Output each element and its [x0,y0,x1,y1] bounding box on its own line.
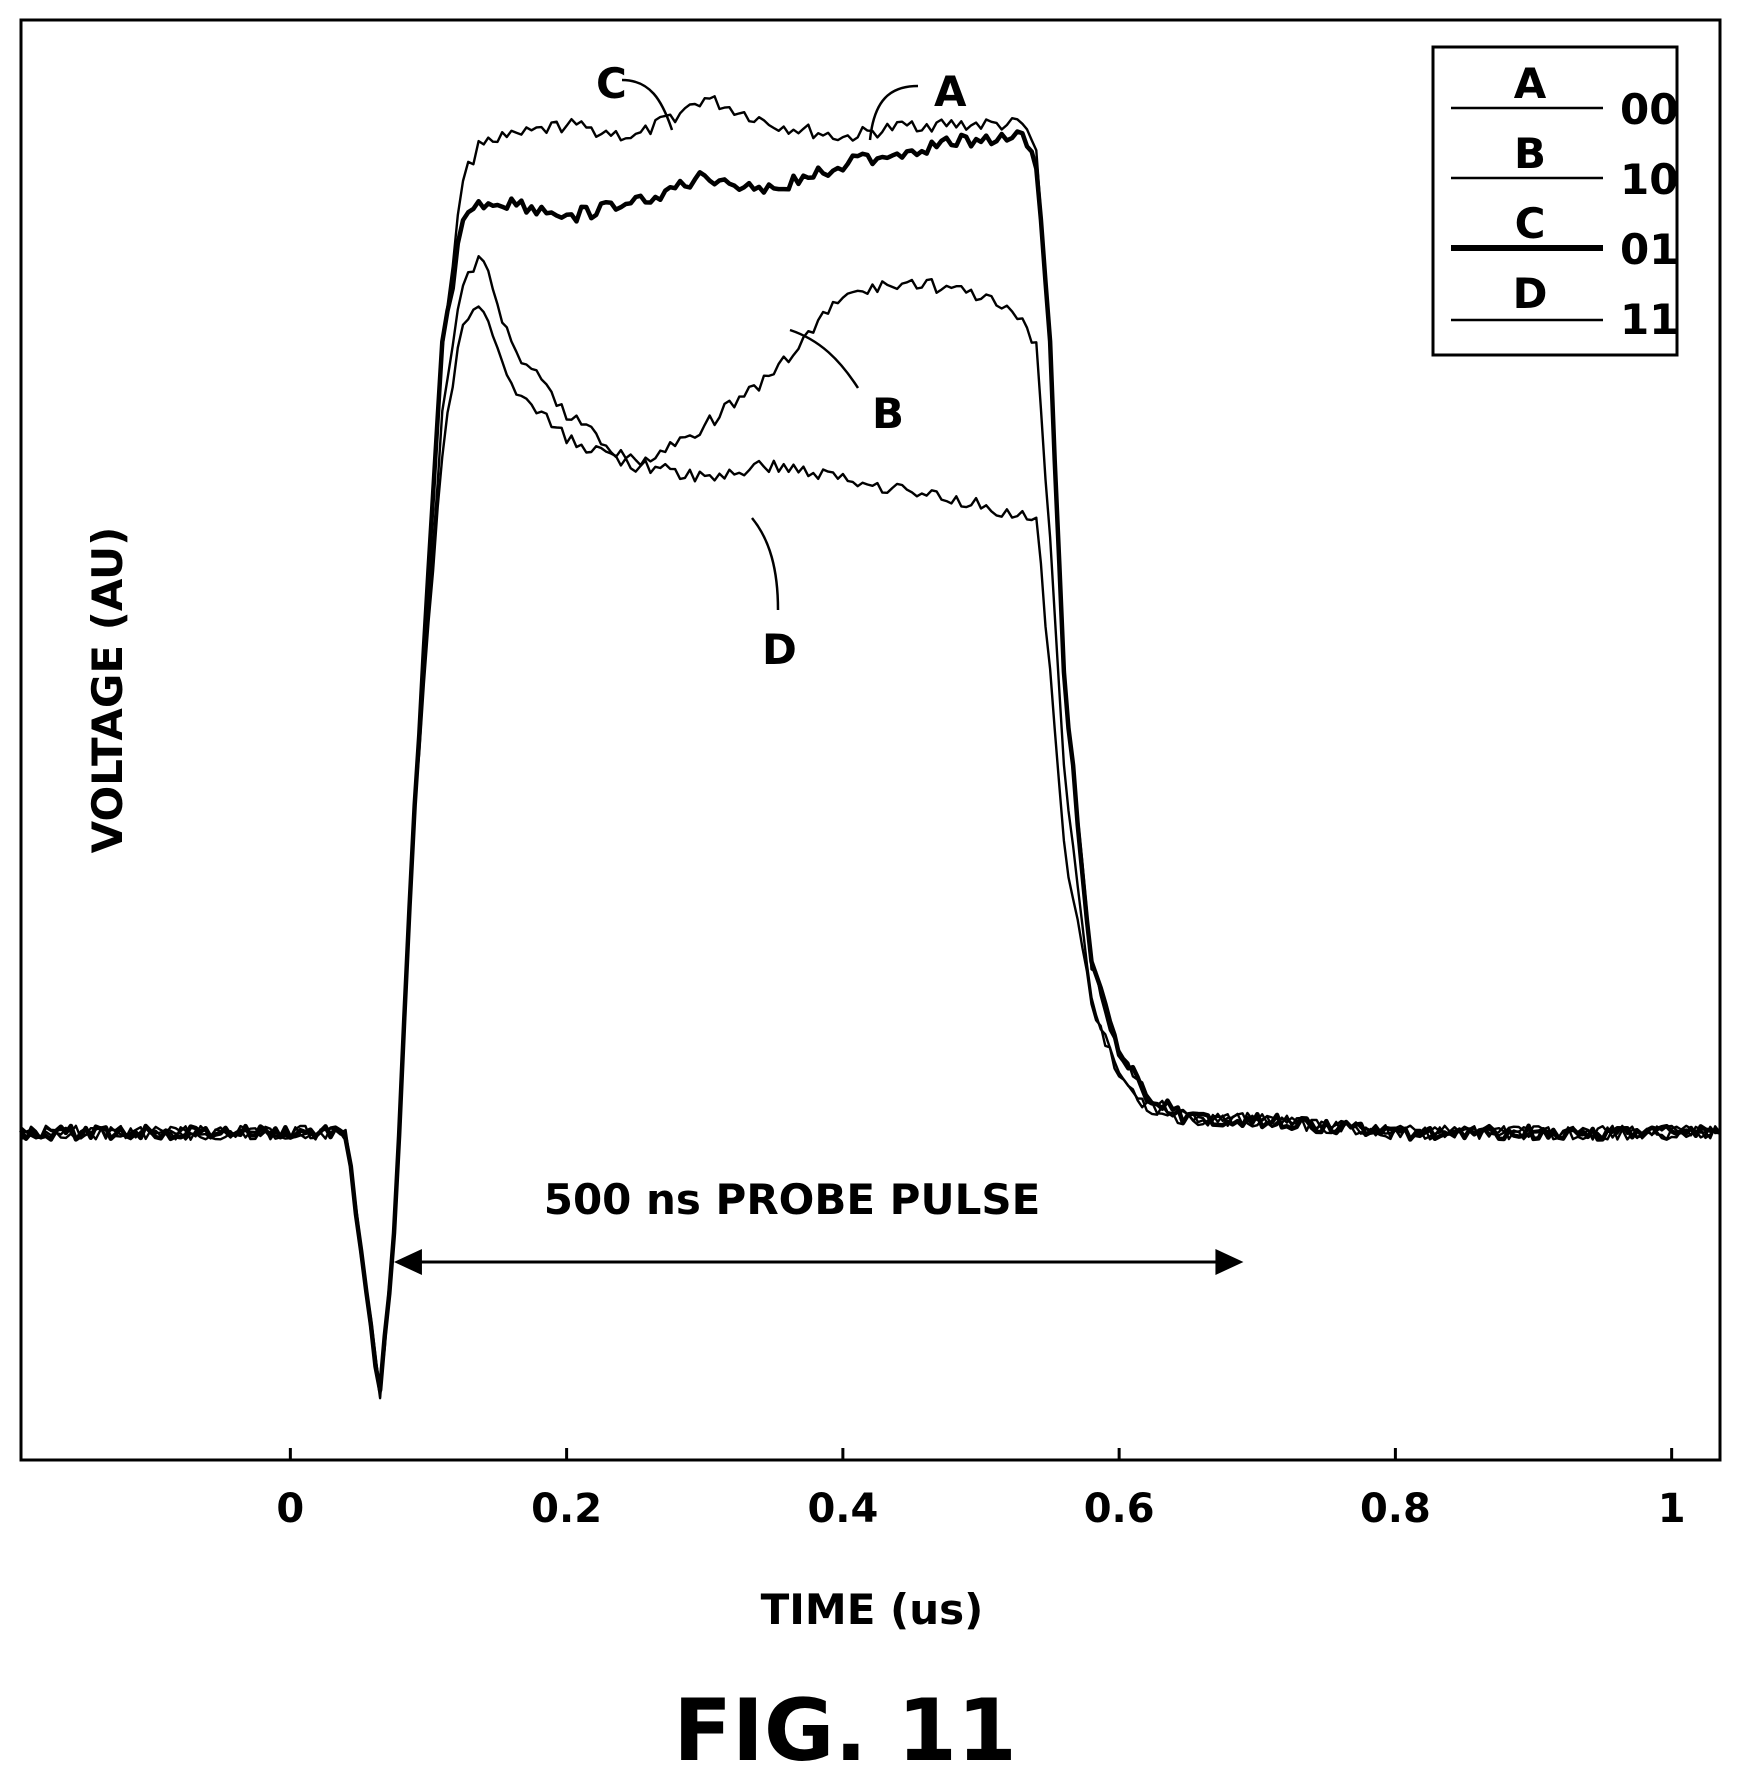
x-tick-label: 0 [276,1486,304,1532]
x-tick-label: 0.8 [1360,1486,1431,1532]
legend-code-d: 11 [1620,295,1678,344]
series-layer [19,95,1721,1400]
x-tick-label: 0.2 [531,1486,602,1532]
curve-label-b: B [872,389,904,438]
legend-code-b: 10 [1620,155,1678,204]
x-tick-label: 0.4 [807,1486,878,1532]
x-tick-label: 1 [1658,1486,1686,1532]
legend-letter-c: C [1515,199,1546,248]
legend: A 00 B 10 C 01 D 11 [1431,45,1679,357]
curve-label-c: C [596,59,627,108]
leader-line-d [751,517,780,611]
series-line-c [19,129,1721,1393]
x-axis-label: TIME (us) [761,1585,984,1634]
legend-code-a: 00 [1620,85,1678,134]
plot-frame [19,18,1722,1462]
legend-letter-d: D [1513,269,1548,318]
span-arrowhead-right [1215,1249,1244,1275]
legend-frame [1431,45,1679,357]
probe-pulse-span: 500 ns PROBE PULSE [393,1175,1244,1275]
x-tick-label: 0.6 [1084,1486,1155,1532]
figure-caption: FIG. 11 [673,1681,1017,1781]
span-label: 500 ns PROBE PULSE [544,1175,1041,1224]
leader-line-b [789,328,860,389]
series-line-d [20,305,1721,1400]
leader-line-a [868,84,919,141]
leader-line-c [621,78,674,131]
legend-code-c: 01 [1620,225,1678,274]
curve-label-a: A [934,67,967,116]
curve-label-leaders [621,78,919,611]
legend-letter-a: A [1514,59,1547,108]
span-arrowhead-left [393,1249,422,1275]
curve-label-d: D [762,625,797,674]
y-axis-label: VOLTAGE (AU) [83,527,132,854]
x-axis-ticks: 0 0.2 0.4 0.6 0.8 1 [276,1448,1686,1532]
series-line-b [20,255,1721,1398]
legend-letter-b: B [1514,129,1546,178]
